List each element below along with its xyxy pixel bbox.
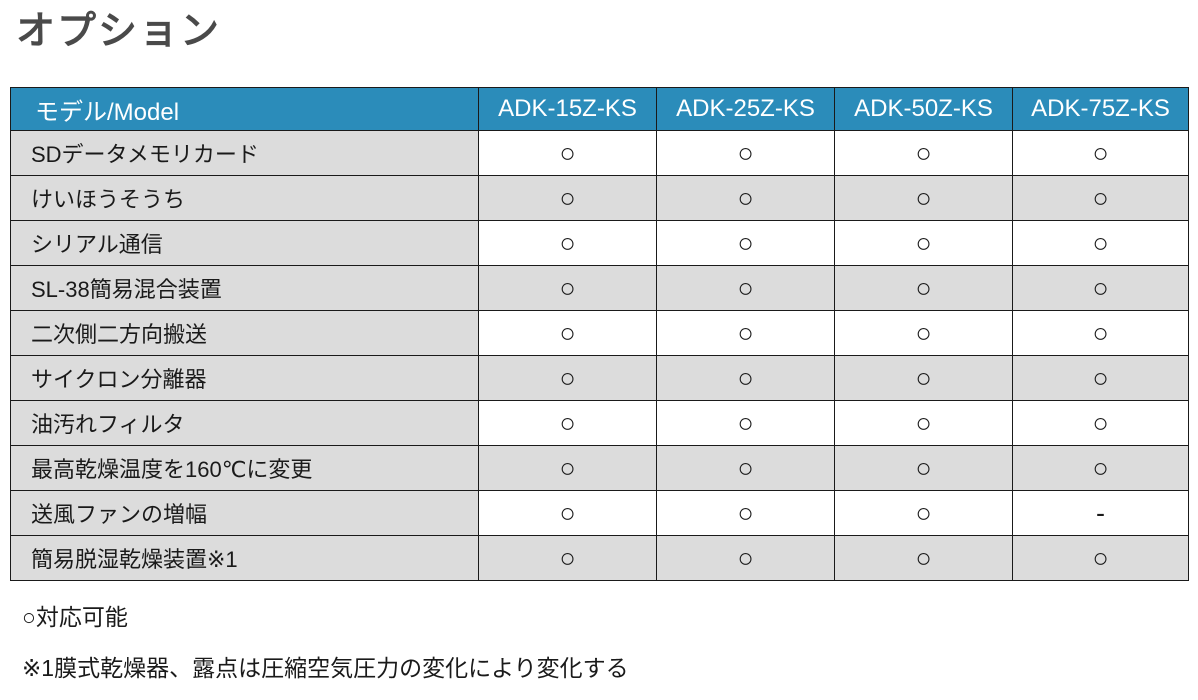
available-circle-mark: ○: [834, 490, 1013, 536]
options-table: モデル/Model ADK-15Z-KS ADK-25Z-KS ADK-50Z-KS…: [10, 87, 1189, 581]
available-circle-mark: ○: [478, 400, 657, 446]
option-row-label: シリアル通信: [10, 220, 479, 266]
available-circle-mark: ○: [478, 130, 657, 176]
available-circle-mark: ○: [834, 445, 1013, 491]
available-circle-mark: ○: [1012, 400, 1189, 446]
table-row: けいほうそうち ○ ○ ○ ○: [10, 175, 1189, 221]
column-header-adk-3: ADK-75Z-KS: [1012, 87, 1189, 131]
column-header-model: モデル/Model: [10, 87, 479, 131]
table-row: 最高乾燥温度を160℃に変更 ○ ○ ○ ○: [10, 445, 1189, 491]
option-row-label: SL-38簡易混合装置: [10, 265, 479, 311]
available-circle-mark: ○: [834, 535, 1013, 581]
available-circle-mark: ○: [834, 400, 1013, 446]
available-circle-mark: ○: [656, 535, 835, 581]
table-body: SDデータメモリカード ○ ○ ○ ○ けいほうそうち ○ ○ ○ ○ シリアル通信 ○ ○ ○ ○ SL-3…: [10, 130, 1189, 581]
available-circle-mark: ○: [656, 445, 835, 491]
note-membrane-dryer: ※1膜式乾燥器、露点は圧縮空気圧力の変化により変化する: [22, 655, 629, 681]
note-supported-legend: ○対応可能: [22, 604, 128, 630]
available-circle-mark: ○: [656, 400, 835, 446]
available-circle-mark: ○: [834, 130, 1013, 176]
column-header-adk-2: ADK-50Z-KS: [834, 87, 1013, 131]
available-circle-mark: ○: [1012, 220, 1189, 266]
column-header-adk-0: ADK-15Z-KS: [478, 87, 657, 131]
available-circle-mark: ○: [834, 220, 1013, 266]
column-header-adk-1: ADK-25Z-KS: [656, 87, 835, 131]
available-circle-mark: ○: [478, 355, 657, 401]
option-row-label: サイクロン分離器: [10, 355, 479, 401]
available-circle-mark: ○: [1012, 535, 1189, 581]
available-circle-mark: ○: [478, 175, 657, 221]
available-circle-mark: ○: [656, 175, 835, 221]
available-circle-mark: ○: [656, 130, 835, 176]
table-row: 二次側二方向搬送 ○ ○ ○ ○: [10, 310, 1189, 356]
available-circle-mark: ○: [1012, 445, 1189, 491]
page-title: オプション: [16, 10, 222, 53]
available-circle-mark: ○: [834, 355, 1013, 401]
available-circle-mark: ○: [1012, 175, 1189, 221]
available-circle-mark: ○: [478, 265, 657, 311]
available-circle-mark: ○: [478, 445, 657, 491]
available-circle-mark: ○: [834, 265, 1013, 311]
table-row: シリアル通信 ○ ○ ○ ○: [10, 220, 1189, 266]
option-row-label: 二次側二方向搬送: [10, 310, 479, 356]
available-circle-mark: ○: [478, 310, 657, 356]
available-circle-mark: ○: [478, 490, 657, 536]
table-row: 油汚れフィルタ ○ ○ ○ ○: [10, 400, 1189, 446]
available-circle-mark: ○: [1012, 355, 1189, 401]
table-row: SL-38簡易混合装置 ○ ○ ○ ○: [10, 265, 1189, 311]
table-header-row: モデル/Model ADK-15Z-KS ADK-25Z-KS ADK-50Z-KS…: [10, 87, 1189, 131]
available-circle-mark: ○: [656, 490, 835, 536]
option-row-label: 送風ファンの増幅: [10, 490, 479, 536]
table-row: 簡易脱湿乾燥装置※1 ○ ○ ○ ○: [10, 535, 1189, 581]
not-available-mark: -: [1012, 490, 1189, 536]
available-circle-mark: ○: [478, 220, 657, 266]
available-circle-mark: ○: [1012, 265, 1189, 311]
option-row-label: 油汚れフィルタ: [10, 400, 479, 446]
table-row: サイクロン分離器 ○ ○ ○ ○: [10, 355, 1189, 401]
available-circle-mark: ○: [656, 310, 835, 356]
option-row-label: 最高乾燥温度を160℃に変更: [10, 445, 479, 491]
available-circle-mark: ○: [478, 535, 657, 581]
option-row-label: 簡易脱湿乾燥装置※1: [10, 535, 479, 581]
available-circle-mark: ○: [834, 175, 1013, 221]
option-row-label: けいほうそうち: [10, 175, 479, 221]
available-circle-mark: ○: [1012, 310, 1189, 356]
table-row: SDデータメモリカード ○ ○ ○ ○: [10, 130, 1189, 176]
footnotes: ○対応可能 ※1膜式乾燥器、露点は圧縮空気圧力の変化により変化する: [22, 598, 629, 700]
option-row-label: SDデータメモリカード: [10, 130, 479, 176]
available-circle-mark: ○: [1012, 130, 1189, 176]
available-circle-mark: ○: [656, 220, 835, 266]
available-circle-mark: ○: [656, 355, 835, 401]
available-circle-mark: ○: [656, 265, 835, 311]
table-row: 送風ファンの増幅 ○ ○ ○ -: [10, 490, 1189, 536]
available-circle-mark: ○: [834, 310, 1013, 356]
